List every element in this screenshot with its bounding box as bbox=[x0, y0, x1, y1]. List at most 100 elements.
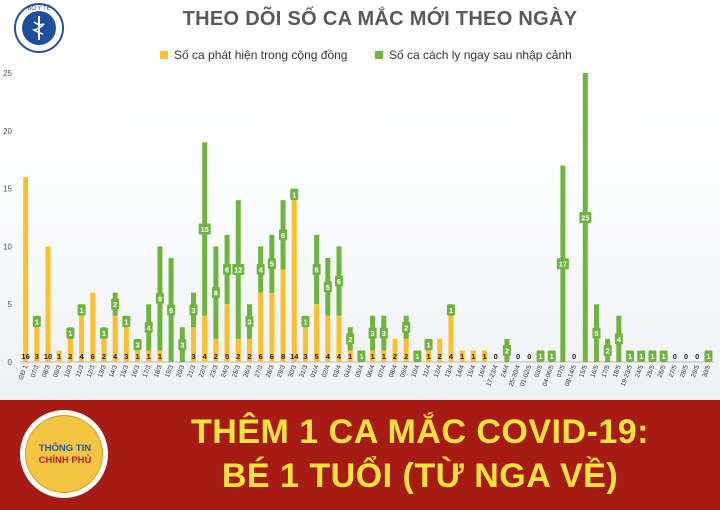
x-tick-label: 16/4 bbox=[478, 364, 489, 379]
data-label-quarantine: 4 bbox=[147, 323, 152, 332]
y-tick-label: 15 bbox=[3, 185, 12, 194]
x-tick-label: 04/4 bbox=[343, 364, 354, 379]
data-label-community: 3 bbox=[303, 352, 307, 361]
data-label-quarantine-box bbox=[66, 327, 75, 339]
x-tick-label: 30/5 bbox=[701, 364, 712, 379]
bar-community bbox=[67, 338, 73, 362]
data-label-quarantine: 1 bbox=[426, 341, 430, 350]
x-tick-label: 11/3 bbox=[75, 364, 86, 378]
x-tick-label: 14/4 bbox=[455, 364, 466, 379]
x-tick-label: GĐ 1 bbox=[18, 364, 30, 381]
bar-community bbox=[269, 292, 275, 362]
data-label-quarantine-box bbox=[446, 304, 455, 316]
x-tick-label: 10/4 bbox=[410, 364, 421, 379]
data-label-quarantine-box bbox=[144, 321, 153, 333]
x-tick-label: 28/5 bbox=[679, 364, 690, 379]
data-label-quarantine: 1 bbox=[359, 352, 363, 361]
data-label-community: 2 bbox=[247, 352, 251, 361]
data-label-quarantine: 1 bbox=[124, 318, 128, 327]
bar-community bbox=[314, 304, 320, 362]
logo-text: BỘ Y TẾ bbox=[27, 5, 50, 12]
x-tick-label: 20/3 bbox=[175, 364, 186, 379]
data-label-quarantine-box bbox=[536, 350, 545, 362]
bar-community bbox=[246, 338, 252, 362]
x-tick-label: 27/3 bbox=[254, 364, 265, 379]
x-tick-label: 23/3 bbox=[209, 364, 220, 379]
data-label-quarantine-box bbox=[648, 350, 657, 362]
x-tick-label: 08/3 bbox=[41, 364, 52, 379]
data-label-quarantine-box bbox=[637, 350, 646, 362]
bar-community bbox=[258, 292, 264, 362]
x-tick-label: 19/3 bbox=[164, 364, 175, 379]
legend-community: Số ca phát hiện trong cộng đồng bbox=[160, 48, 347, 62]
data-label-community: 14 bbox=[290, 352, 299, 361]
thong-tin-chinh-phu-badge-icon: THÔNG TIN CHÍNH PHỦ bbox=[20, 410, 108, 498]
data-label-quarantine: 25 bbox=[581, 214, 589, 223]
data-label-quarantine-box bbox=[402, 321, 411, 333]
data-label-community: 1 bbox=[135, 352, 139, 361]
bar-community bbox=[459, 350, 465, 362]
x-tick-label: 29/3 bbox=[276, 364, 287, 379]
data-label-quarantine: 1 bbox=[550, 352, 554, 361]
data-label-community: 1 bbox=[471, 352, 475, 361]
data-label-quarantine: 3 bbox=[135, 341, 139, 350]
x-tick-label: 24/5 bbox=[634, 364, 645, 379]
data-label-quarantine-box bbox=[178, 339, 187, 351]
data-label-quarantine-box bbox=[256, 264, 265, 276]
data-label-community: 4 bbox=[326, 352, 331, 361]
headline: THÊM 1 CA MẮC COVID-19: BÉ 1 TUỔI (TỪ NG… bbox=[125, 410, 715, 498]
x-tick-label: 12/3 bbox=[86, 364, 97, 379]
x-tick-label: 15/5 bbox=[578, 364, 589, 379]
x-tick-label: 15/3 bbox=[119, 364, 130, 379]
data-label-community: 2 bbox=[393, 352, 397, 361]
data-label-quarantine: 17 bbox=[559, 260, 567, 269]
x-tick-label: 16/5 bbox=[589, 364, 600, 379]
x-tick-label: 01/4 bbox=[310, 364, 321, 379]
data-label-quarantine-box bbox=[290, 188, 299, 200]
data-label-community: 2 bbox=[236, 352, 240, 361]
legend-quarantine-swatch bbox=[375, 51, 383, 59]
data-label-community: 1 bbox=[426, 352, 430, 361]
x-tick-label: 28/3 bbox=[265, 364, 276, 379]
data-label-zero: 0 bbox=[695, 352, 699, 361]
data-label-quarantine: 2 bbox=[113, 300, 117, 309]
data-label-quarantine-box bbox=[77, 304, 86, 316]
bar-community bbox=[347, 350, 353, 362]
data-label-community: 1 bbox=[57, 352, 61, 361]
bar-community bbox=[146, 350, 152, 362]
bar-community bbox=[90, 292, 96, 362]
data-label-quarantine-box bbox=[155, 292, 164, 304]
data-label-community: 1 bbox=[348, 352, 352, 361]
data-label-quarantine: 9 bbox=[158, 294, 162, 303]
legend-community-swatch bbox=[160, 51, 168, 59]
x-tick-label: 03/4 bbox=[332, 364, 343, 379]
x-tick-label: 29/5 bbox=[690, 364, 701, 379]
data-label-quarantine: 3 bbox=[180, 341, 184, 350]
data-label-quarantine-box bbox=[413, 350, 422, 362]
x-tick-label: 16/3 bbox=[131, 364, 142, 379]
y-tick-label: 25 bbox=[3, 69, 12, 78]
data-label-quarantine-box bbox=[368, 327, 377, 339]
bar-community bbox=[56, 350, 62, 362]
bar-community bbox=[45, 246, 51, 362]
data-label-quarantine-box bbox=[614, 333, 623, 345]
data-label-quarantine-box bbox=[122, 316, 131, 328]
data-label-quarantine: 6 bbox=[225, 266, 229, 275]
x-tick-label: 10/3 bbox=[63, 364, 74, 379]
data-label-quarantine: 3 bbox=[191, 306, 195, 315]
legend-quarantine: Số ca cách ly ngay sau nhập cảnh bbox=[375, 48, 572, 62]
bar-community bbox=[79, 315, 85, 362]
data-label-community: 16 bbox=[21, 352, 29, 361]
x-tick-label: 09/4 bbox=[399, 364, 410, 379]
data-label-community: 10 bbox=[44, 352, 52, 361]
data-label-quarantine: 1 bbox=[102, 329, 106, 338]
bar-community bbox=[135, 350, 141, 362]
data-label-quarantine: 6 bbox=[315, 266, 319, 275]
data-label-quarantine: 2 bbox=[505, 346, 509, 355]
x-tick-label: 22/3 bbox=[198, 364, 209, 379]
data-label-quarantine: 6 bbox=[337, 277, 341, 286]
bar-community bbox=[101, 338, 107, 362]
data-label-community: 1 bbox=[371, 352, 375, 361]
data-label-quarantine: 3 bbox=[247, 318, 251, 327]
data-label-quarantine-box bbox=[335, 275, 344, 287]
